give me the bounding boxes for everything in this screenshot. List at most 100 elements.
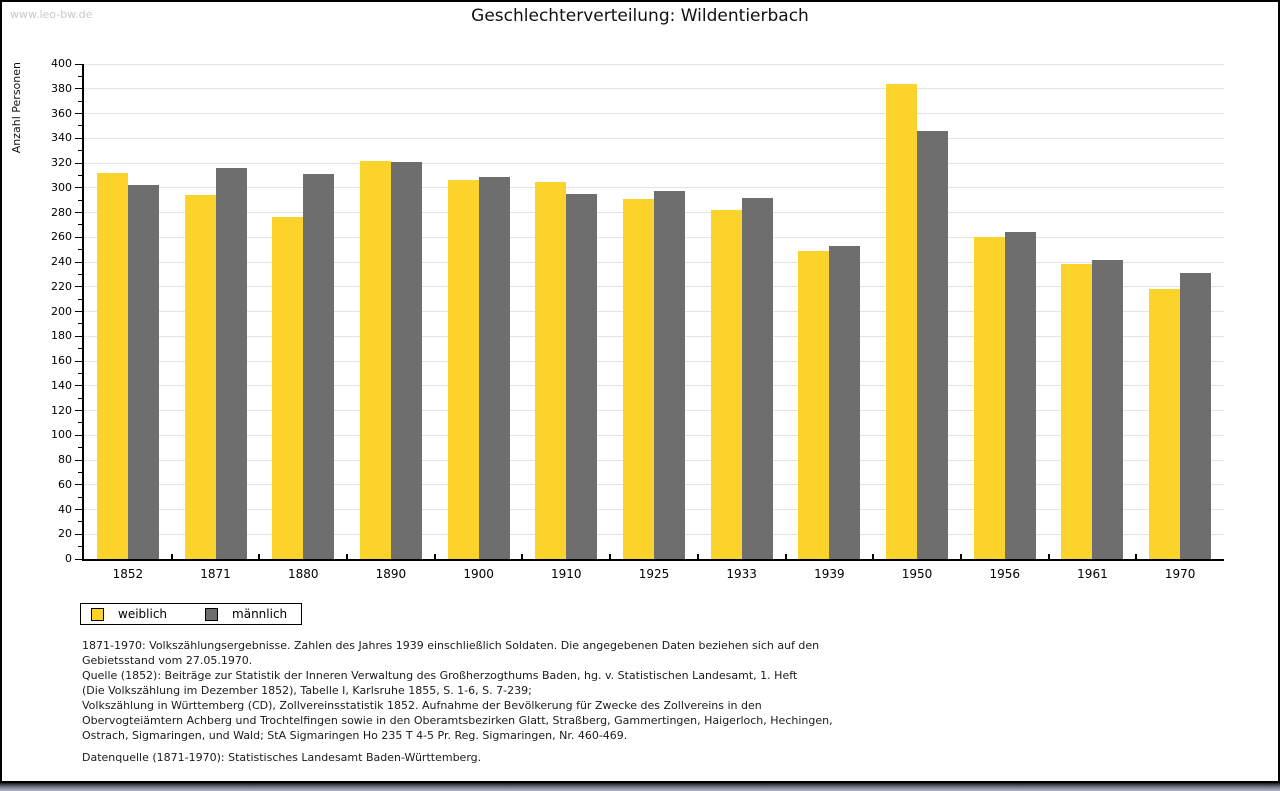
bar-maennlich-1910 bbox=[566, 193, 598, 559]
y-tick-minor bbox=[78, 521, 82, 523]
bar-maennlich-1950 bbox=[917, 130, 949, 559]
bar-weiblich-1852 bbox=[96, 172, 128, 559]
bar-maennlich-1880 bbox=[303, 174, 335, 559]
y-tick-major bbox=[75, 335, 82, 337]
bar-group-1956 bbox=[961, 64, 1049, 559]
bar-group-1910 bbox=[522, 64, 610, 559]
y-tick-major bbox=[75, 88, 82, 90]
y-tick-major bbox=[75, 410, 82, 411]
bar-maennlich-1970 bbox=[1180, 273, 1212, 559]
y-tick-label: 100 bbox=[51, 428, 72, 442]
bar-group-1933 bbox=[698, 64, 786, 559]
y-tick-minor bbox=[78, 100, 82, 102]
x-axis-boundary-tick bbox=[959, 554, 962, 559]
y-tick-major bbox=[75, 162, 82, 164]
bar-weiblich-1950 bbox=[886, 83, 918, 559]
watermark: www.leo-bw.de bbox=[10, 8, 93, 21]
gridline bbox=[84, 187, 1224, 189]
note-line: Volkszählung in Württemberg (CD), Zollve… bbox=[82, 699, 762, 712]
bar-group-1970 bbox=[1136, 64, 1224, 559]
x-axis-boundary-tick bbox=[609, 554, 612, 559]
bar-group-1852 bbox=[84, 64, 172, 559]
x-axis-label-1970: 1970 bbox=[1164, 567, 1196, 581]
x-axis-boundary-tick bbox=[696, 554, 699, 559]
y-tick-label: 320 bbox=[51, 156, 72, 169]
y-tick-label: 380 bbox=[51, 81, 72, 95]
x-axis-label-1871: 1871 bbox=[200, 567, 231, 581]
datenquelle-line: Datenquelle (1871-1970): Statistisches L… bbox=[82, 751, 482, 764]
y-tick-label: 300 bbox=[51, 180, 72, 194]
bar-weiblich-1956 bbox=[973, 237, 1005, 559]
bar-weiblich-1925 bbox=[622, 198, 654, 559]
y-tick-major bbox=[75, 385, 82, 387]
y-tick-minor bbox=[78, 125, 82, 127]
bar-maennlich-1900 bbox=[478, 176, 510, 559]
y-tick-minor bbox=[78, 174, 82, 176]
bar-group-1961 bbox=[1049, 64, 1137, 559]
bar-weiblich-1910 bbox=[535, 181, 567, 559]
y-tick-major bbox=[75, 63, 82, 65]
x-axis-label-1925: 1925 bbox=[638, 567, 670, 581]
x-axis-boundary-tick bbox=[521, 554, 524, 559]
bar-weiblich-1933 bbox=[710, 210, 742, 559]
y-tick-minor bbox=[78, 546, 82, 548]
y-tick-label: 200 bbox=[51, 304, 72, 318]
y-tick-minor bbox=[78, 471, 82, 473]
bar-maennlich-1956 bbox=[1004, 232, 1036, 559]
y-tick-minor bbox=[78, 372, 82, 374]
legend-swatch-maennlich bbox=[205, 607, 219, 621]
y-tick-label: 160 bbox=[51, 354, 72, 367]
y-tick-label: 60 bbox=[58, 477, 72, 491]
y-tick-minor bbox=[78, 150, 82, 152]
footnotes: 1871-1970: Volkszählungsergebnisse. Zahl… bbox=[82, 638, 833, 765]
bar-maennlich-1939 bbox=[829, 245, 861, 559]
legend-label-weiblich: weiblich bbox=[118, 607, 168, 621]
y-tick-label: 140 bbox=[51, 378, 72, 392]
y-tick-label: 340 bbox=[51, 131, 72, 145]
y-tick-minor bbox=[78, 249, 82, 251]
bar-maennlich-1890 bbox=[390, 161, 422, 559]
x-axis-label-1880: 1880 bbox=[287, 567, 319, 581]
chart-title: Geschlechterverteilung: Wildentierbach bbox=[471, 6, 809, 26]
y-axis-label: Anzahl Personen bbox=[10, 62, 23, 154]
bar-group-1871 bbox=[172, 64, 260, 559]
y-tick-major bbox=[75, 212, 82, 213]
bar-weiblich-1970 bbox=[1149, 289, 1181, 559]
y-tick-major bbox=[75, 311, 82, 312]
y-tick-label: 120 bbox=[51, 403, 72, 417]
y-tick-major bbox=[75, 533, 82, 535]
y-tick-label: 220 bbox=[51, 279, 72, 293]
bar-weiblich-1939 bbox=[798, 250, 830, 559]
bar-maennlich-1961 bbox=[1092, 259, 1124, 559]
y-tick-minor bbox=[78, 397, 82, 399]
y-tick-minor bbox=[78, 447, 82, 449]
bar-maennlich-1925 bbox=[653, 191, 685, 559]
y-tick-major bbox=[75, 509, 82, 510]
y-tick-minor bbox=[78, 199, 82, 201]
x-axis-label-1890: 1890 bbox=[375, 567, 407, 581]
y-tick-major bbox=[75, 137, 82, 139]
y-tick-major bbox=[75, 236, 82, 238]
x-axis-boundary-tick bbox=[1047, 554, 1050, 559]
note-line: 1871-1970: Volkszählungsergebnisse. Zahl… bbox=[82, 639, 820, 652]
y-tick-label: 80 bbox=[58, 453, 72, 466]
gridline bbox=[84, 162, 1224, 164]
y-tick-minor bbox=[78, 496, 82, 498]
bar-maennlich-1933 bbox=[741, 197, 773, 559]
x-axis-boundary-tick bbox=[1135, 554, 1138, 559]
bar-group-1939 bbox=[786, 64, 874, 559]
y-tick-label: 260 bbox=[51, 230, 72, 244]
x-axis-label-1852: 1852 bbox=[112, 567, 144, 581]
y-tick-major bbox=[75, 113, 82, 114]
x-axis-label-1961: 1961 bbox=[1077, 567, 1108, 581]
gridline bbox=[84, 113, 1224, 114]
x-axis-boundary-tick bbox=[258, 554, 261, 559]
x-axis-label-1950: 1950 bbox=[901, 567, 933, 581]
x-axis-label-1910: 1910 bbox=[551, 567, 582, 581]
y-tick-label: 20 bbox=[58, 527, 72, 541]
gridline bbox=[84, 88, 1224, 90]
y-tick-minor bbox=[78, 298, 82, 300]
x-axis-boundary-tick bbox=[346, 554, 349, 559]
x-axis-label-1933: 1933 bbox=[726, 567, 757, 581]
